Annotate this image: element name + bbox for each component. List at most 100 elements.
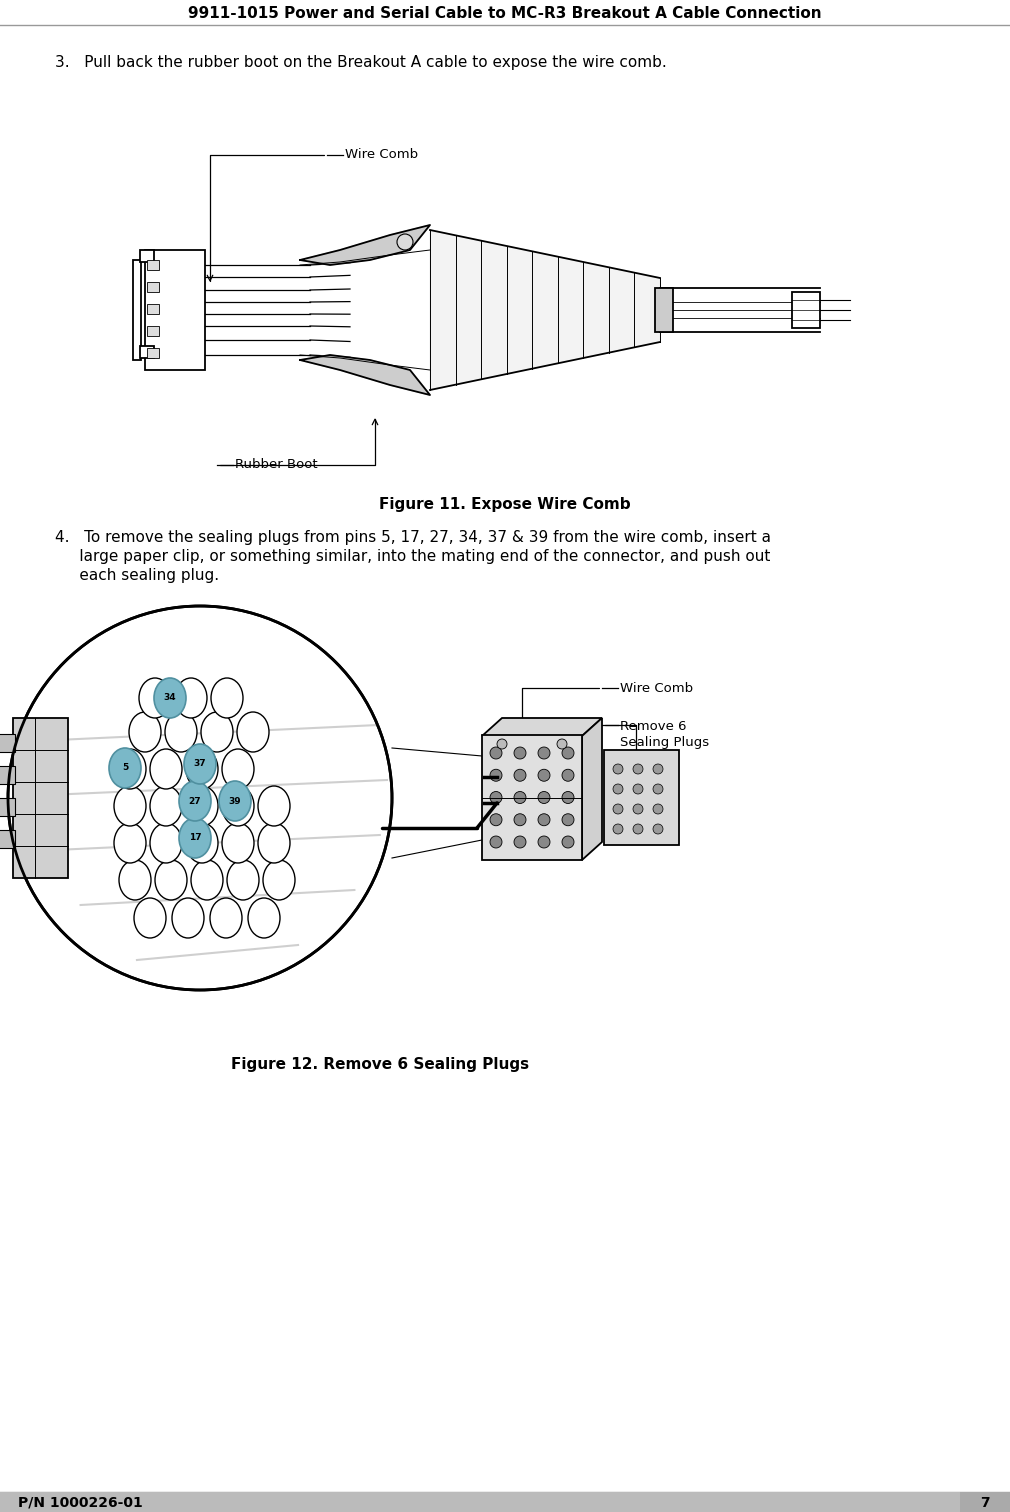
Circle shape [633, 785, 643, 794]
Circle shape [490, 791, 502, 803]
Ellipse shape [263, 860, 295, 900]
Circle shape [497, 739, 507, 748]
Text: Figure 11. Expose Wire Comb: Figure 11. Expose Wire Comb [379, 497, 631, 513]
Bar [655, 287, 673, 333]
Bar [482, 735, 582, 860]
Ellipse shape [109, 748, 141, 788]
Polygon shape [582, 718, 602, 860]
Circle shape [397, 234, 413, 249]
Circle shape [653, 804, 663, 813]
Circle shape [613, 824, 623, 835]
Bar [0, 733, 15, 751]
Circle shape [613, 764, 623, 774]
Circle shape [557, 739, 567, 748]
Circle shape [538, 791, 550, 803]
Circle shape [653, 824, 663, 835]
Text: Rubber Boot: Rubber Boot [235, 458, 317, 472]
Ellipse shape [184, 744, 216, 785]
Text: 27: 27 [189, 797, 201, 806]
Circle shape [514, 791, 526, 803]
Circle shape [613, 785, 623, 794]
Ellipse shape [150, 748, 182, 789]
Ellipse shape [219, 782, 251, 821]
Polygon shape [300, 355, 430, 395]
Ellipse shape [154, 677, 186, 718]
Bar [147, 283, 159, 292]
Text: Wire Comb: Wire Comb [345, 148, 418, 162]
Bar [147, 348, 159, 358]
Circle shape [514, 770, 526, 782]
Circle shape [633, 824, 643, 835]
Circle shape [562, 836, 574, 848]
Text: 4.   To remove the sealing plugs from pins 5, 17, 27, 34, 37 & 39 from the wire : 4. To remove the sealing plugs from pins… [55, 531, 771, 544]
Circle shape [490, 813, 502, 826]
Polygon shape [300, 225, 430, 265]
Text: 39: 39 [228, 797, 241, 806]
Circle shape [633, 804, 643, 813]
Ellipse shape [222, 748, 254, 789]
Circle shape [538, 813, 550, 826]
Ellipse shape [119, 860, 152, 900]
Circle shape [538, 770, 550, 782]
Circle shape [562, 770, 574, 782]
Circle shape [613, 804, 623, 813]
Ellipse shape [248, 898, 280, 937]
Polygon shape [430, 230, 660, 390]
Ellipse shape [210, 898, 242, 937]
Circle shape [562, 747, 574, 759]
Circle shape [514, 813, 526, 826]
Bar [140, 249, 154, 262]
Bar [140, 346, 154, 358]
Bar [0, 1492, 1010, 1512]
Bar [145, 249, 205, 370]
Circle shape [8, 606, 392, 990]
Ellipse shape [139, 677, 171, 718]
Bar [0, 830, 15, 848]
Bar [133, 260, 141, 360]
Bar [147, 260, 159, 271]
Text: large paper clip, or something similar, into the mating end of the connector, an: large paper clip, or something similar, … [55, 549, 771, 564]
Circle shape [490, 770, 502, 782]
Bar [13, 718, 68, 878]
Ellipse shape [134, 898, 166, 937]
Bar [147, 304, 159, 314]
Text: 17: 17 [189, 833, 201, 842]
Ellipse shape [211, 677, 243, 718]
Text: Figure 12. Remove 6 Sealing Plugs: Figure 12. Remove 6 Sealing Plugs [231, 1057, 529, 1072]
Polygon shape [482, 718, 602, 736]
Bar [0, 798, 15, 816]
Circle shape [562, 813, 574, 826]
Ellipse shape [237, 712, 269, 751]
Ellipse shape [114, 823, 146, 863]
Text: 9911-1015 Power and Serial Cable to MC-R3 Breakout A Cable Connection: 9911-1015 Power and Serial Cable to MC-R… [188, 6, 822, 21]
Ellipse shape [179, 782, 211, 821]
Ellipse shape [172, 898, 204, 937]
Ellipse shape [165, 712, 197, 751]
Circle shape [514, 836, 526, 848]
Ellipse shape [186, 748, 218, 789]
Text: each sealing plug.: each sealing plug. [55, 569, 219, 584]
Ellipse shape [191, 860, 223, 900]
Text: 34: 34 [164, 694, 177, 703]
Ellipse shape [175, 677, 207, 718]
Ellipse shape [258, 823, 290, 863]
Bar [792, 292, 820, 328]
Bar [960, 1492, 1010, 1512]
Ellipse shape [129, 712, 161, 751]
Circle shape [538, 836, 550, 848]
Circle shape [653, 764, 663, 774]
Ellipse shape [186, 823, 218, 863]
Text: 37: 37 [194, 759, 206, 768]
Ellipse shape [114, 786, 146, 826]
Circle shape [490, 836, 502, 848]
Text: Remove 6
Sealing Plugs: Remove 6 Sealing Plugs [620, 720, 709, 748]
Ellipse shape [150, 823, 182, 863]
Ellipse shape [201, 712, 233, 751]
Bar [604, 750, 679, 845]
Text: 3.   Pull back the rubber boot on the Breakout A cable to expose the wire comb.: 3. Pull back the rubber boot on the Brea… [55, 54, 667, 70]
Text: 7: 7 [980, 1495, 990, 1510]
Ellipse shape [227, 860, 259, 900]
Circle shape [490, 747, 502, 759]
Circle shape [538, 747, 550, 759]
Circle shape [514, 747, 526, 759]
